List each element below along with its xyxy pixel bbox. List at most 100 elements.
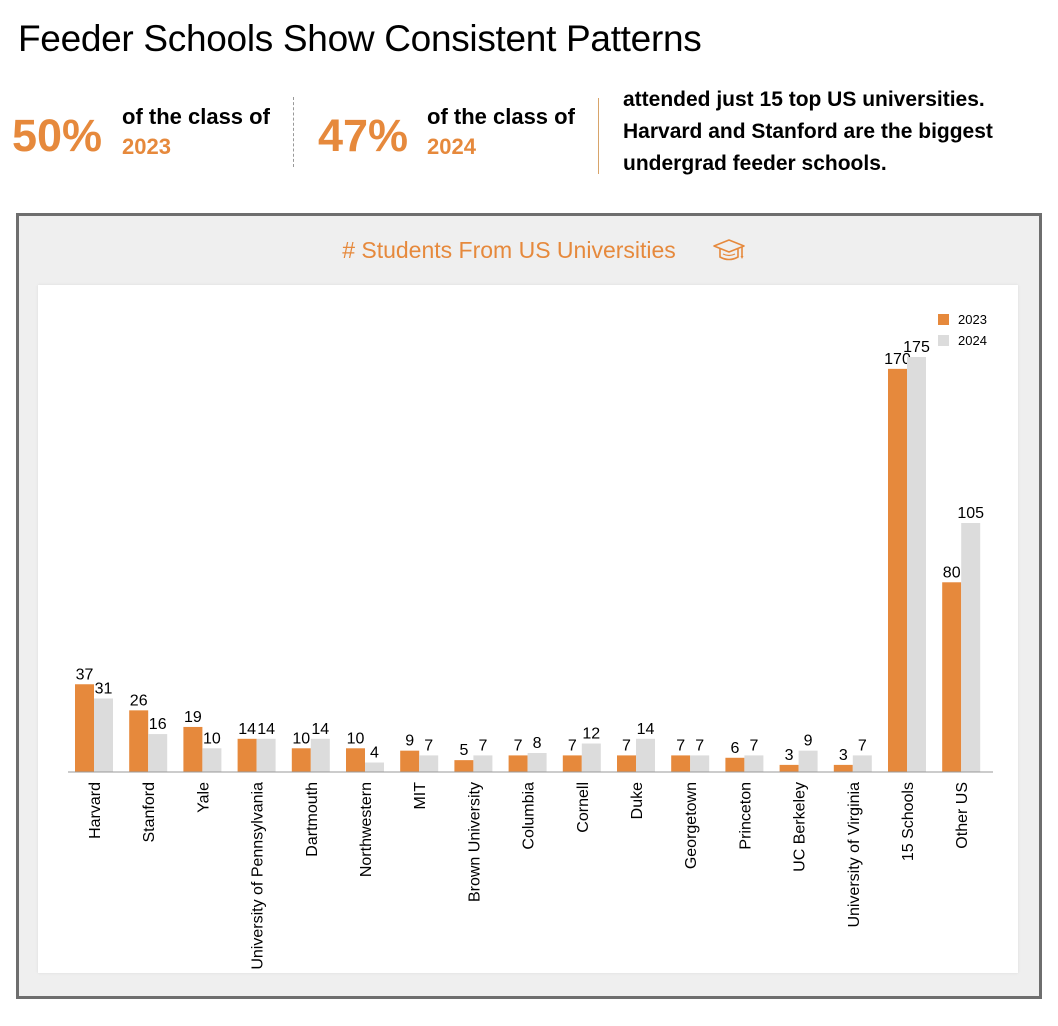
- bar-2024: [581, 743, 601, 772]
- bar-2023: [888, 368, 907, 772]
- chart-title: # Students From US Universities: [342, 237, 676, 263]
- category-label: Brown University: [466, 782, 483, 902]
- bar-2024: [94, 698, 113, 772]
- bar-2023: [562, 755, 582, 772]
- category-label: Stanford: [141, 782, 158, 842]
- data-label: 7: [622, 737, 631, 754]
- data-label: 9: [804, 733, 813, 750]
- category-label: Cornell: [575, 782, 592, 833]
- stat-line: of the class of: [427, 104, 575, 129]
- data-label: 7: [568, 737, 577, 754]
- category-label: Princeton: [737, 782, 754, 850]
- data-label: 37: [76, 666, 94, 683]
- stat-line: of the class of: [122, 104, 270, 129]
- data-label: 105: [957, 505, 984, 522]
- data-label: 14: [311, 721, 329, 738]
- bar-2023: [346, 748, 365, 772]
- stat-divider: [293, 97, 294, 167]
- bar-2024: [202, 748, 222, 772]
- category-label: University of Virginia: [846, 782, 863, 928]
- data-label: 16: [149, 716, 167, 733]
- bar-2024: [852, 755, 872, 772]
- data-label: 12: [582, 726, 600, 743]
- bar-2023: [400, 750, 420, 772]
- data-label: 7: [695, 737, 704, 754]
- stat-year: 2024: [427, 134, 476, 159]
- stat-2023: 50% of the class of 2023: [12, 100, 292, 170]
- page-title: Feeder Schools Show Consistent Patterns: [18, 18, 702, 59]
- category-label: MIT: [412, 782, 429, 810]
- bar-2023: [725, 757, 745, 772]
- stat-value: 50%: [12, 110, 103, 161]
- category-label: Columbia: [521, 782, 538, 850]
- data-label: 170: [884, 351, 911, 368]
- stat-year: 2023: [122, 134, 171, 159]
- category-label: Yale: [195, 782, 212, 813]
- category-label: Georgetown: [683, 782, 700, 869]
- bar-2024: [744, 755, 764, 772]
- data-label: 3: [839, 747, 848, 764]
- summary-line: Harvard and Stanford are the biggest: [623, 120, 993, 143]
- category-label: Northwestern: [358, 782, 375, 877]
- data-label: 7: [749, 737, 758, 754]
- plot-area: 37 31 Harvard 26 16 Stanford 19 10 Yale 14 14 Unive…: [38, 285, 1018, 973]
- category-label: Dartmouth: [304, 782, 321, 857]
- data-label: 7: [514, 737, 523, 754]
- data-label: 10: [203, 730, 221, 747]
- bar-2023: [129, 710, 149, 772]
- data-label: 7: [676, 737, 685, 754]
- data-label: 80: [943, 564, 961, 581]
- data-label: 7: [478, 737, 487, 754]
- data-label: 26: [130, 692, 148, 709]
- category-label: 15 Schools: [900, 782, 917, 861]
- data-label: 14: [257, 721, 275, 738]
- summary-line: attended just 15 top US universities.: [623, 88, 985, 111]
- bar-2023: [617, 755, 636, 772]
- bar-2024: [636, 738, 655, 772]
- chart-frame: # Students From US Universities 37 31 Harv…: [16, 213, 1042, 999]
- summary-divider: [598, 98, 599, 174]
- data-label: 3: [785, 747, 794, 764]
- stat-2024: 47% of the class of 2024: [318, 100, 598, 170]
- bar-2023: [508, 755, 528, 772]
- data-label: 5: [459, 742, 468, 759]
- category-label: Duke: [629, 782, 646, 819]
- data-label: 4: [370, 745, 379, 762]
- summary-text: attended just 15 top US universities. Ha…: [623, 84, 1053, 180]
- bar-2024: [419, 755, 439, 772]
- graduation-cap-icon: [713, 239, 745, 261]
- bar-2024: [961, 523, 981, 772]
- data-label: 19: [184, 709, 202, 726]
- legend-label: 2023: [958, 312, 987, 327]
- stat-text: of the class of 2023: [122, 102, 270, 162]
- data-label: 10: [347, 730, 365, 747]
- bar-2023: [833, 764, 853, 772]
- data-label: 10: [292, 730, 310, 747]
- data-label: 9: [405, 733, 414, 750]
- legend-swatch: [938, 314, 949, 325]
- bar-2024: [907, 357, 926, 772]
- data-label: 31: [95, 680, 113, 697]
- bar-2023: [183, 726, 203, 772]
- bar-2023: [291, 748, 311, 772]
- category-label: Other US: [954, 782, 971, 849]
- legend-swatch: [938, 335, 949, 346]
- data-label: 175: [903, 339, 930, 356]
- data-label: 8: [533, 735, 542, 752]
- data-label: 6: [730, 740, 739, 757]
- bar-2024: [473, 755, 493, 772]
- category-label: University of Pennsylvania: [250, 782, 267, 970]
- data-label: 14: [637, 721, 655, 738]
- bar-2024: [148, 734, 168, 772]
- stat-value: 47%: [318, 110, 409, 161]
- legend-label: 2024: [958, 333, 987, 348]
- category-label: UC Berkeley: [792, 782, 809, 872]
- bar-2024: [798, 750, 818, 772]
- bar-2023: [942, 582, 962, 772]
- data-label: 14: [238, 721, 256, 738]
- bar-2023: [454, 760, 474, 772]
- bar-2024: [310, 738, 330, 772]
- bar-2023: [75, 684, 94, 772]
